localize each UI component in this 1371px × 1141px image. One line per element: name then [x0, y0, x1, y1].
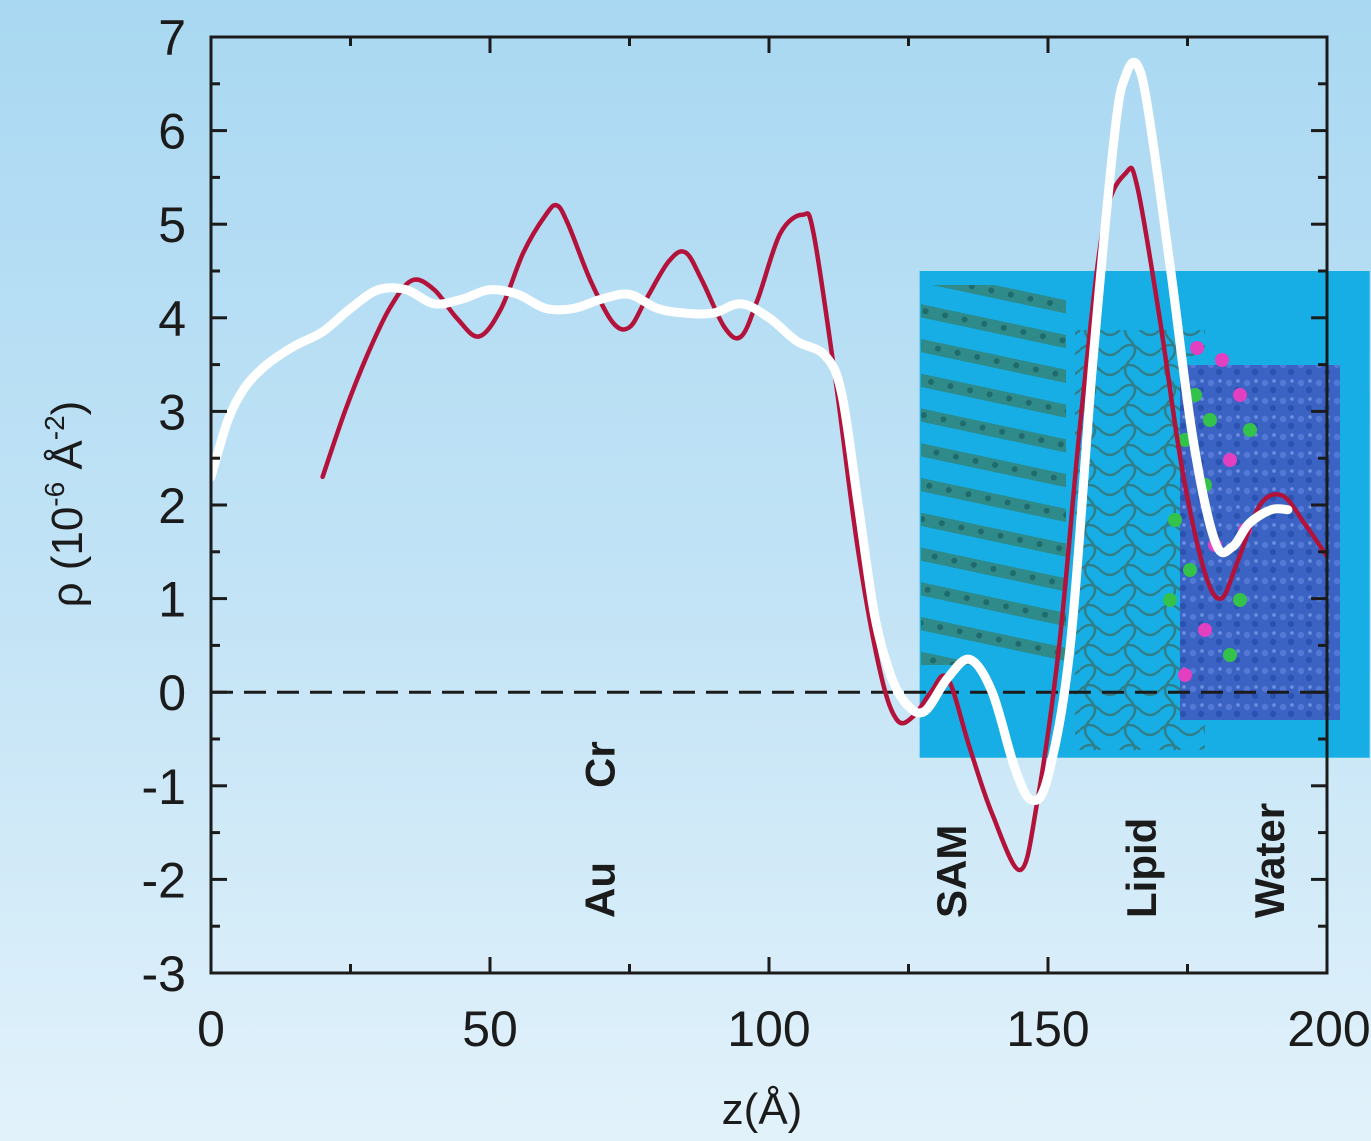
y-tick-label: -1: [142, 759, 186, 815]
y-axis-title-open: (10: [43, 507, 92, 571]
inset-headgroup-bead: [1215, 353, 1229, 367]
inset-headgroup-bead: [1163, 593, 1177, 607]
x-tick-label: 150: [1006, 1001, 1089, 1057]
x-tick-label: 200: [1287, 1001, 1370, 1057]
inset-headgroup-bead: [1190, 341, 1204, 355]
inset-headgroup-bead: [1168, 513, 1182, 527]
inset-headgroup-bead: [1198, 623, 1212, 637]
y-tick-label: 3: [158, 384, 186, 440]
y-axis-title-exponent-1: -6: [39, 482, 70, 507]
series-line-red: [320, 165, 1327, 873]
y-tick-label: 5: [158, 197, 186, 253]
inset-headgroup-bead: [1183, 563, 1197, 577]
y-tick-label: -3: [142, 946, 186, 1002]
y-tick-label: 6: [158, 104, 186, 160]
y-tick-label: -2: [142, 852, 186, 908]
y-axis-title-unit: Å: [43, 440, 92, 482]
region-label-sam: SAM: [928, 825, 975, 918]
inset-headgroup-bead: [1233, 593, 1247, 607]
inset-headgroup-bead: [1178, 668, 1192, 682]
region-label-water: Water: [1246, 803, 1293, 918]
series-line-white: [211, 57, 1293, 805]
inset-headgroup-bead: [1223, 453, 1237, 467]
y-tick-label: 2: [158, 478, 186, 534]
region-label-cr: Cr: [577, 741, 624, 788]
inset-headgroup-bead: [1243, 423, 1257, 437]
y-axis-title-close: ): [43, 401, 92, 416]
axis-ticks: [209, 35, 1329, 975]
inset-sam-region: [921, 285, 1066, 665]
y-axis-title: ρ (10-6 Å-2): [39, 401, 92, 608]
molecular-snapshot-inset: [919, 271, 1370, 758]
inset-headgroup-bead: [1203, 413, 1217, 427]
inset-headgroup-bead: [1223, 648, 1237, 662]
y-tick-label: 7: [158, 10, 186, 66]
y-tick-label: 0: [158, 665, 186, 721]
region-label-lipid: Lipid: [1118, 818, 1165, 918]
x-tick-label: 0: [197, 1001, 225, 1057]
y-axis-title-symbol: ρ: [43, 582, 92, 607]
y-tick-label: 1: [158, 572, 186, 628]
x-tick-label: 100: [727, 1001, 810, 1057]
y-axis-title-exponent-2: -2: [39, 415, 70, 440]
region-labels: Au Cr SAM Lipid Water: [577, 741, 1294, 918]
x-axis-title: z(Å): [722, 1085, 803, 1134]
x-axis-tick-labels: 0 50 100 150 200: [197, 1001, 1371, 1057]
y-tick-label: 4: [158, 291, 186, 347]
inset-headgroup-bead: [1233, 388, 1247, 402]
x-tick-label: 50: [462, 1001, 518, 1057]
region-label-au: Au: [577, 862, 624, 918]
y-axis-tick-labels: -3 -2 -1 0 1 2 3 4 5 6 7: [142, 10, 186, 1002]
